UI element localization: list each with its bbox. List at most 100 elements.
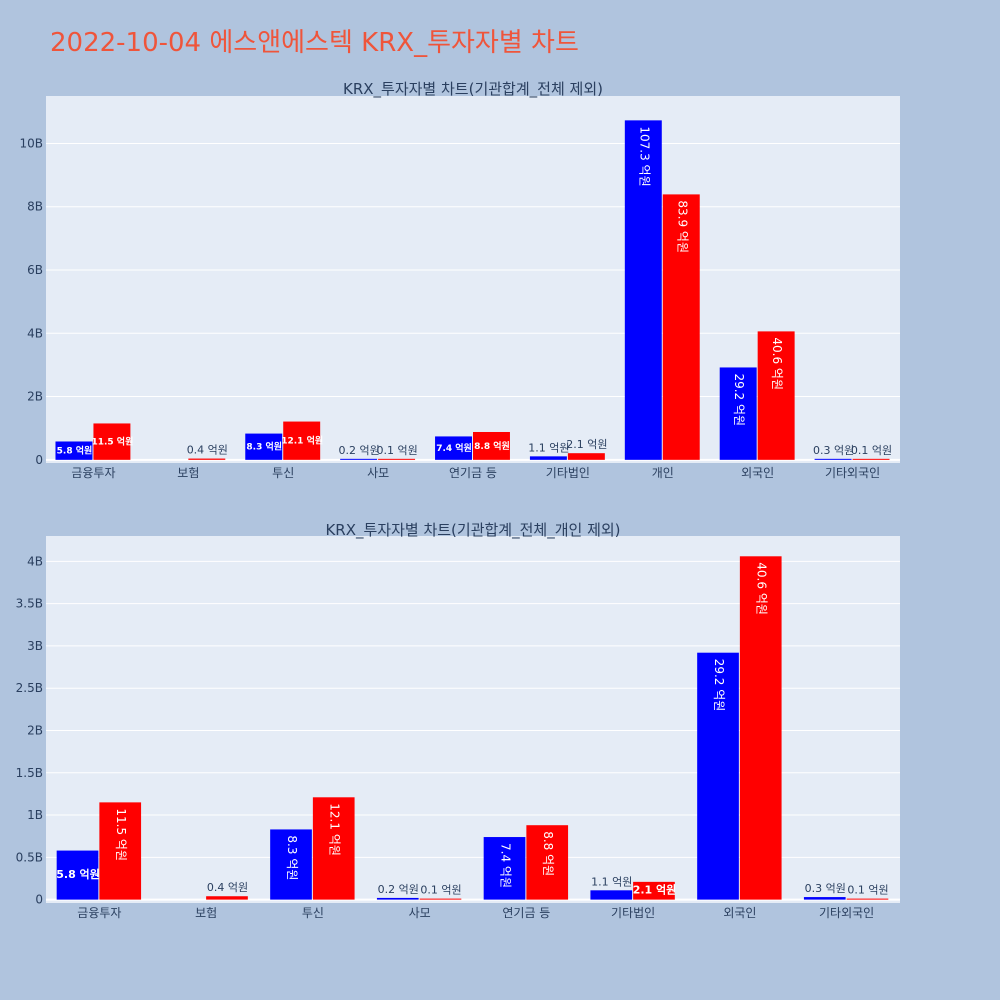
data-label: 11.5 억원 — [91, 436, 133, 448]
data-label: 1.1 억원 — [591, 875, 632, 888]
data-label: 29.2 억원 — [712, 659, 726, 712]
y-tick-label: 1.5B — [16, 766, 43, 780]
y-tick-label: 2B — [27, 390, 43, 404]
data-label: 5.8 억원 — [57, 445, 93, 457]
x-tick-label: 기타외국인 — [825, 466, 880, 480]
bar — [340, 458, 378, 460]
data-label: 12.1 억원 — [281, 435, 323, 447]
data-label: 0.1 억원 — [847, 884, 888, 897]
bar — [473, 431, 510, 460]
x-tick-label: 사모 — [409, 906, 431, 920]
bar — [99, 802, 142, 900]
bar — [803, 897, 846, 900]
bar — [526, 825, 569, 900]
data-label: 8.3 억원 — [285, 835, 299, 880]
x-tick-label: 투신 — [272, 466, 294, 480]
x-tick-label: 기타외국인 — [819, 906, 874, 920]
bar — [739, 556, 782, 900]
x-tick-label: 사모 — [367, 466, 389, 480]
bar — [567, 453, 605, 460]
data-label: 0.3 억원 — [813, 444, 854, 457]
x-tick-label: 기타법인 — [611, 906, 655, 920]
data-label: 0.1 억원 — [376, 444, 417, 457]
y-tick-label: 4B — [27, 326, 43, 340]
data-label: 0.4 억원 — [187, 444, 228, 457]
page-title: 2022-10-04 에스앤에스텍 KRX_투자자별 차트 — [50, 28, 579, 58]
bar — [662, 194, 700, 460]
y-tick-label: 6B — [27, 263, 43, 277]
y-tick-label: 0.5B — [16, 850, 43, 864]
x-tick-label: 보험 — [177, 466, 199, 480]
data-label: 107.3 억원 — [637, 126, 651, 186]
bar — [188, 458, 226, 460]
bar — [633, 881, 675, 900]
bar — [624, 120, 662, 460]
data-label: 7.4 억원 — [499, 843, 513, 888]
x-tick-label: 금융투자 — [71, 466, 115, 480]
bar — [245, 433, 283, 460]
data-label: 8.3 억원 — [246, 441, 282, 453]
y-tick-label: 3B — [27, 639, 43, 653]
data-label: 8.8 억원 — [474, 440, 510, 452]
bar — [55, 441, 93, 460]
data-label: 2.1 억원 — [566, 438, 607, 451]
bar — [483, 837, 526, 900]
chart-title: KRX_투자자별 차트(기관합계_전체_개인 제외) — [325, 521, 620, 540]
bar — [206, 896, 248, 900]
x-tick-label: 보험 — [195, 906, 217, 920]
x-tick-label: 외국인 — [741, 466, 774, 480]
bar — [270, 829, 312, 900]
data-label: 8.8 억원 — [541, 831, 555, 876]
x-tick-label: 외국인 — [723, 906, 756, 920]
bar — [56, 850, 99, 900]
y-tick-label: 10B — [19, 136, 43, 150]
x-tick-label: 기타법인 — [546, 466, 590, 480]
data-label: 40.6 억원 — [755, 562, 769, 615]
data-label: 29.2 억원 — [732, 373, 746, 426]
y-tick-label: 8B — [27, 200, 43, 214]
bar — [590, 890, 633, 900]
data-label: 0.2 억원 — [378, 883, 419, 896]
data-label: 1.1 억원 — [528, 441, 569, 454]
bar — [378, 458, 416, 460]
data-label: 0.3 억원 — [805, 882, 846, 895]
x-tick-label: 금융투자 — [77, 906, 121, 920]
bar — [852, 458, 890, 460]
y-tick-label: 2B — [27, 723, 43, 737]
bar — [283, 421, 321, 460]
data-label: 0.2 억원 — [339, 444, 380, 457]
data-label: 83.9 억원 — [675, 200, 689, 253]
bar — [719, 367, 757, 460]
bar — [312, 797, 355, 900]
y-tick-label: 0 — [35, 453, 43, 467]
y-tick-label: 4B — [27, 554, 43, 568]
y-tick-label: 3.5B — [16, 597, 43, 611]
chart-title: KRX_투자자별 차트(기관합계_전체 제외) — [343, 80, 603, 99]
data-label: 0.1 억원 — [420, 884, 461, 897]
data-label: 7.4 억원 — [436, 442, 472, 454]
data-label: 40.6 억원 — [770, 337, 784, 390]
x-tick-label: 연기금 등 — [502, 906, 550, 920]
bar — [93, 423, 131, 460]
y-tick-label: 2.5B — [16, 681, 43, 695]
bar — [419, 898, 462, 900]
data-label: 5.8 억원 — [56, 867, 100, 881]
y-tick-label: 0 — [35, 893, 43, 907]
bar — [697, 652, 739, 900]
data-label: 0.4 억원 — [207, 881, 248, 894]
data-label: 11.5 억원 — [114, 808, 128, 861]
bar — [529, 456, 567, 460]
bar — [435, 436, 472, 460]
bar — [846, 898, 889, 900]
y-tick-label: 1B — [27, 808, 43, 822]
x-tick-label: 연기금 등 — [449, 466, 497, 480]
x-tick-label: 개인 — [652, 466, 674, 480]
data-label: 0.1 억원 — [851, 444, 892, 457]
x-tick-label: 투신 — [302, 906, 324, 920]
bar — [376, 897, 419, 900]
data-label: 2.1 억원 — [633, 883, 677, 897]
data-label: 12.1 억원 — [328, 803, 342, 856]
bar — [757, 331, 795, 460]
bar — [814, 458, 852, 460]
